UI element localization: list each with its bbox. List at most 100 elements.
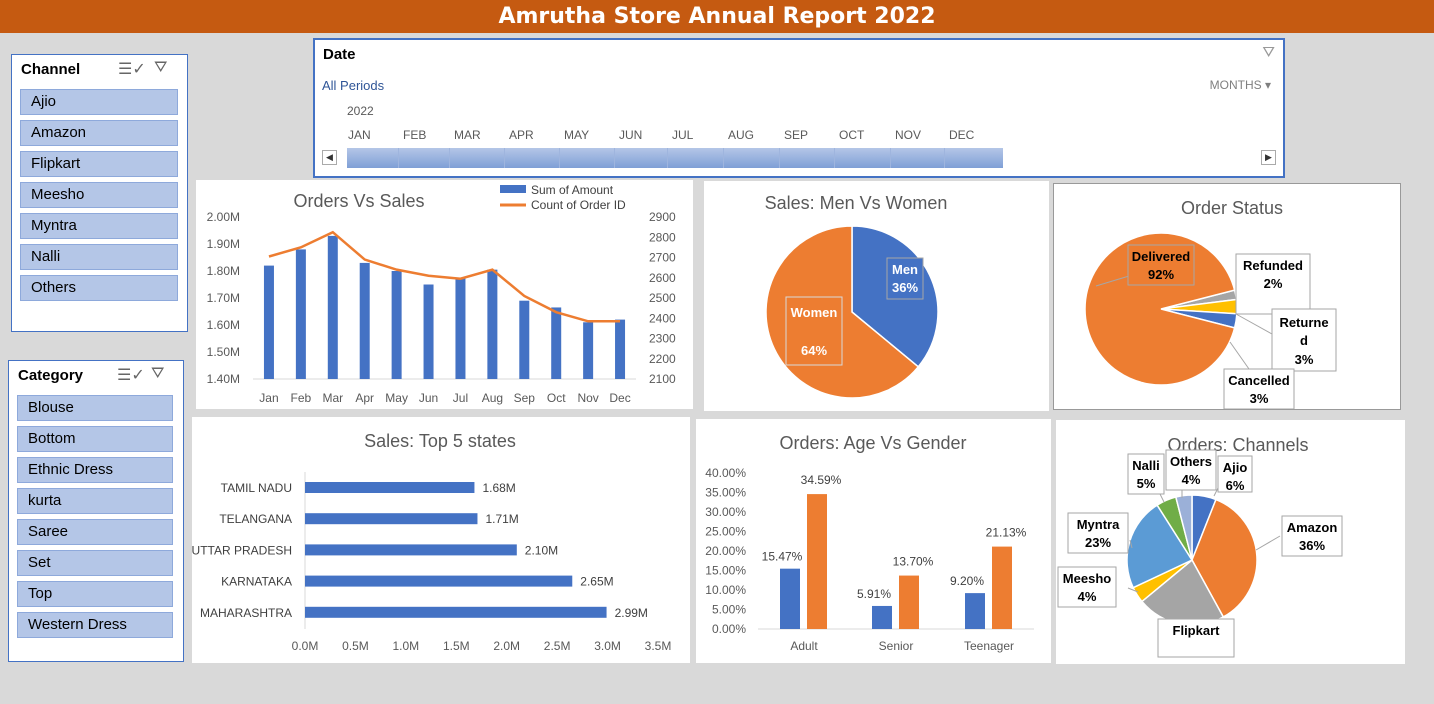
x-tick-label: Sep [514,391,536,405]
multi-select-icon[interactable]: ☰✓ [118,61,146,78]
data-label-myntra-box [1067,512,1129,554]
category-slicer: Category ☰✓ ⛛ Blouse Bottom Ethnic Dress ku… [8,360,184,662]
scroll-left-button[interactable]: ◀ [322,150,337,165]
category-slicer-title: Category [18,367,84,384]
data-label-men: Men [892,262,918,277]
timeline-tick [614,148,615,168]
slicer-item-amazon[interactable]: Amazon [20,120,178,146]
report-title: Amrutha Store Annual Report 2022 [498,4,936,29]
chart-title: Sales: Top 5 states [364,431,516,451]
slicer-item-myntra[interactable]: Myntra [20,213,178,239]
multi-select-icon[interactable]: ☰✓ [117,367,145,384]
y-right-tick-label: 2600 [649,271,676,285]
leader-line [1235,313,1273,335]
slicer-item-ajio[interactable]: Ajio [20,89,178,115]
data-label-women-value: 64% [801,343,827,358]
timeline-month[interactable]: JUN [619,128,643,142]
bar-state [305,606,607,618]
legend-swatch-sales [500,185,526,193]
data-label-others: Others [1170,454,1212,469]
y-right-tick-label: 2500 [649,291,676,305]
slicer-item-kurta[interactable]: kurta [17,488,173,514]
time-level-select[interactable]: MONTHS ▾ [1209,78,1271,92]
pie-slice-amazon [1191,498,1258,618]
data-label-cancelled: 3% [1250,391,1269,406]
slicer-item-blouse[interactable]: Blouse [17,395,173,421]
data-label: 1.71M [485,512,518,526]
data-label-amazon-box [1281,515,1343,557]
x-tick-label: Feb [291,391,312,405]
slicer-item-flipkart[interactable]: Flipkart [20,151,178,177]
data-label-others: 4% [1182,472,1201,487]
top-states-panel: Sales: Top 5 states TAMIL NADU 1.68M TELANG… [192,417,690,663]
timeline-month[interactable]: SEP [784,128,809,142]
y-right-tick-label: 2900 [649,210,676,224]
slicer-item-ethnic-dress[interactable]: Ethnic Dress [17,457,173,483]
timeline-month[interactable]: JUL [672,128,694,142]
y-right-tick-label: 2400 [649,311,676,325]
scroll-right-button[interactable]: ▶ [1261,150,1276,165]
bar-sales [519,300,530,379]
timeline-tick [944,148,945,168]
clear-filter-icon[interactable]: ⛛ [1262,44,1275,61]
timeline-month[interactable]: DEC [949,128,975,142]
date-timeline: Date ⛛ All Periods MONTHS ▾ 2022 JAN FEB M… [313,38,1285,178]
timeline-month[interactable]: MAY [564,128,590,142]
slicer-item-nalli[interactable]: Nalli [20,244,178,270]
timeline-tick [779,148,780,168]
leader-line [1255,535,1281,551]
timeline-month[interactable]: OCT [839,128,865,142]
pie-slice-myntra [1126,504,1194,589]
age-vs-gender-chart: Orders: Age Vs Gender 0.00% 5.00% 10.00% 15.… [705,433,1034,653]
chart-title: Orders Vs Sales [293,191,424,211]
data-label: 1.68M [482,481,515,495]
order-status-chart: Order Status Delivered 92% Refunded 2% Return… [1084,198,1337,410]
slicer-item-bottom[interactable]: Bottom [17,426,173,452]
order-status-panel: Order Status Delivered 92% Refunded 2% Return… [1053,183,1401,410]
timeline-month[interactable]: AUG [728,128,755,142]
timeline-month[interactable]: NOV [895,128,922,142]
x-tick-label: 1.5M [443,639,470,653]
y-right-tick-label: 2800 [649,230,676,244]
timeline-month[interactable]: MAR [454,128,481,142]
men-vs-women-chart: Sales: Men Vs Women Men 36% Women 64% [765,193,947,399]
clear-filter-icon[interactable]: ⛛ [151,365,165,382]
slicer-item-western-dress[interactable]: Western Dress [17,612,173,638]
y-left-tick-label: 1.60M [207,318,240,332]
slicer-item-top[interactable]: Top [17,581,173,607]
bar-sales [295,249,306,379]
data-label-refunded: Refunded [1243,258,1303,273]
slicer-item-saree[interactable]: Saree [17,519,173,545]
slicer-item-meesho[interactable]: Meesho [20,182,178,208]
x-tick-label: 3.0M [594,639,621,653]
data-label-flipkart: Flipkart [1173,623,1221,638]
leader-line [1229,341,1250,370]
timeline-month[interactable]: FEB [403,128,427,142]
x-tick-label: Mar [322,391,343,405]
data-label: 13.70% [893,555,934,569]
data-label-returned-value: 3% [1295,352,1314,367]
data-label-ajio: 6% [1226,478,1245,493]
timeline-month[interactable]: APR [509,128,534,142]
data-label-amazon: Amazon [1287,520,1338,535]
slicer-item-others[interactable]: Others [20,275,178,301]
data-label-ajio-box [1217,455,1253,493]
data-label-meesho-box [1057,566,1117,608]
bar-state [305,544,517,556]
channel-slicer: Channel ☰✓ ⛛ Ajio Amazon Flipkart Meesho Myn… [11,54,188,332]
y-tick-label: 30.00% [705,505,746,519]
timeline-selection-bar[interactable] [347,148,1003,168]
line-orders [268,230,621,323]
y-left-tick-label: 2.00M [207,210,240,224]
data-label-myntra: Myntra [1077,517,1120,532]
data-label-refunded: 2% [1264,276,1283,291]
slicer-item-set[interactable]: Set [17,550,173,576]
y-tick-label: 15.00% [705,564,746,578]
clear-filter-icon[interactable]: ⛛ [154,59,168,76]
data-label-delivered: Delivered [1132,249,1191,264]
men-vs-women-panel: Sales: Men Vs Women Men 36% Women 64% [704,181,1049,411]
y-tick-label: KARNATAKA [221,575,292,589]
timeline-month[interactable]: JAN [348,128,371,142]
x-tick-label: Jan [259,391,278,405]
data-label-cancelled: Cancelled [1228,373,1289,388]
